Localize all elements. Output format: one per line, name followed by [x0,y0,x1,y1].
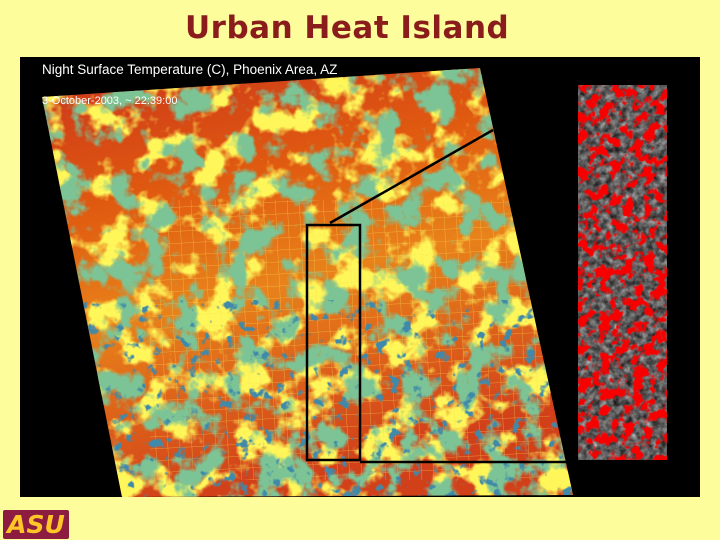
logo: ASU [3,510,69,539]
zoom-box [305,223,362,462]
logo-text: ASU [5,510,65,539]
detail-strip [578,85,667,460]
image-caption: Night Surface Temperature (C), Phoenix A… [42,62,337,77]
image-timestamp: 3-October-2003, ~ 22:39:00 [42,95,177,107]
zoom-line [329,128,494,225]
slide-title: Urban Heat Island [185,10,510,46]
